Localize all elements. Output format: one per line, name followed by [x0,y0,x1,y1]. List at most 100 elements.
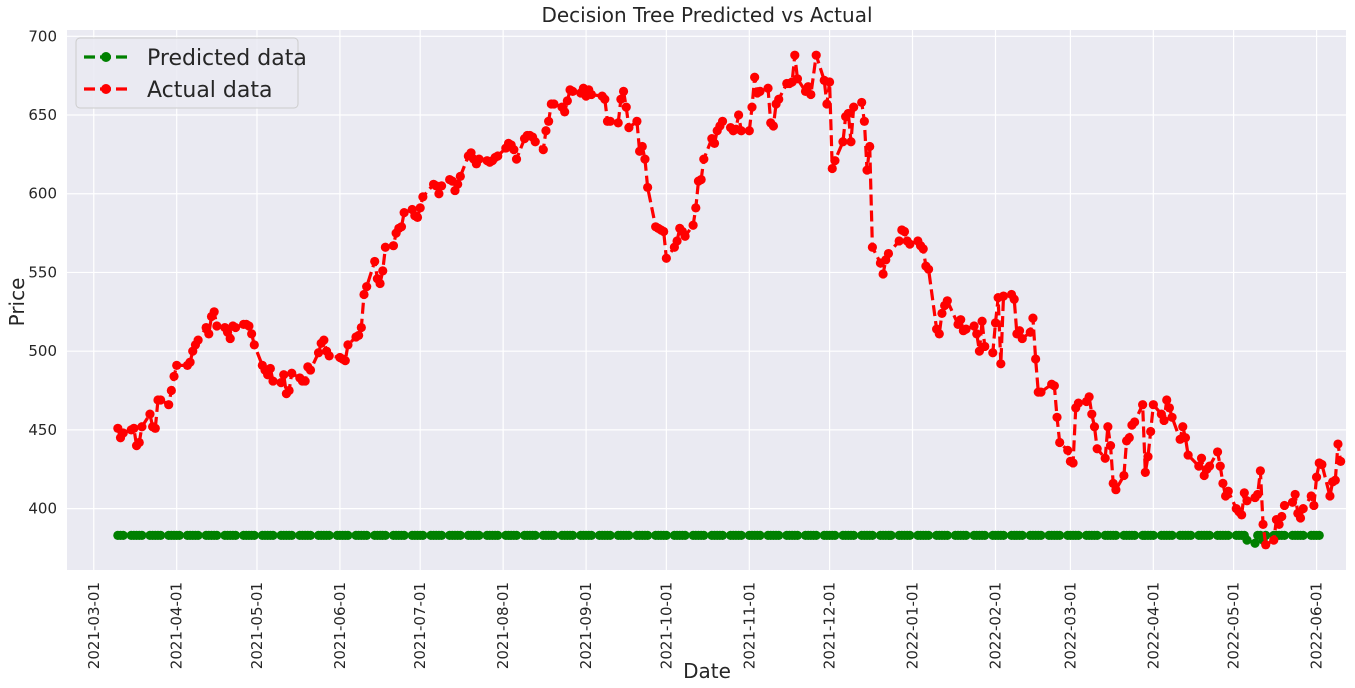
actual-point [1164,403,1174,413]
actual-point [1014,326,1025,336]
actual-point [455,171,465,182]
predicted-point [1055,530,1065,540]
x-tick-label: 2021-03-01 [85,582,103,669]
predicted-point [980,530,990,540]
predicted-point [792,530,803,540]
actual-point [1111,485,1121,495]
actual-point [1239,488,1249,498]
actual-point [509,145,519,155]
predicted-point [324,530,334,540]
actual-point [867,242,878,252]
actual-point [744,126,754,136]
actual-point [118,428,128,438]
actual-point [1223,486,1233,496]
x-tick-label: 2022-01-01 [904,582,922,669]
actual-point [415,203,425,213]
actual-point [568,86,578,96]
actual-point [1258,519,1268,529]
actual-point [493,151,503,161]
actual-point [1073,398,1084,408]
actual-point [1162,395,1172,405]
x-tick-label: 2021-08-01 [494,582,512,669]
actual-point [549,99,559,109]
actual-point [1237,510,1247,520]
actual-point [803,82,813,92]
actual-point [972,329,982,339]
actual-point [894,236,904,246]
predicted-point [474,530,484,540]
predicted-point [1148,530,1158,540]
actual-point [824,77,835,87]
actual-point [1218,478,1228,489]
actual-point [1028,313,1038,323]
actual-point [1140,467,1150,477]
actual-point [827,163,837,174]
actual-point [265,363,275,374]
predicted-point [212,530,222,540]
actual-point [1138,400,1148,410]
actual-point [613,118,623,128]
actual-point [905,239,915,249]
actual-point [980,341,990,352]
actual-point [1215,461,1225,471]
actual-point [699,154,709,164]
grid-lines [67,30,1346,570]
actual-point [562,96,572,106]
actual-point [696,174,706,185]
actual-point [1159,415,1169,426]
actual-point [1261,540,1271,550]
predicted-point [305,530,316,540]
actual-point [918,244,928,254]
x-tick-label: 2022-05-01 [1225,582,1243,669]
predicted-point [736,530,746,540]
actual-point [1180,433,1191,443]
predicted-point [1298,530,1308,540]
actual-point [185,357,195,367]
actual-point [586,89,597,100]
actual-point [388,241,399,251]
y-tick-label: 500 [28,342,57,360]
actual-point [659,226,669,237]
actual-point [811,50,821,60]
actual-point [643,182,653,193]
x-tick-label: 2021-07-01 [411,582,429,669]
predicted-point [511,530,522,540]
actual-point [453,179,463,189]
actual-point [790,50,800,60]
actual-point [605,116,615,126]
actual-point [1295,513,1306,523]
actual-point [279,370,289,380]
predicted-point [380,530,391,540]
actual-point [1084,392,1094,402]
predicted-point [399,530,409,540]
actual-point [1178,422,1188,432]
actual-point [166,385,176,396]
predicted-point [811,530,821,540]
predicted-point [1279,530,1290,540]
actual-point [1253,489,1263,500]
legend-actual-label: Actual data [147,78,272,103]
actual-point [1146,426,1156,437]
actual-point [857,97,867,108]
actual-point [883,248,894,259]
predicted-series [113,530,1324,548]
actual-point [1290,489,1300,500]
predicted-point [437,530,447,540]
actual-point [956,315,966,325]
actual-point [313,348,324,358]
actual-point [530,137,540,147]
y-tick-label: 600 [28,185,57,203]
actual-point [878,269,888,279]
actual-point [661,253,671,263]
predicted-point [1223,530,1233,540]
predicted-point [1073,530,1084,540]
actual-point [680,231,690,241]
actual-point [129,423,139,433]
actual-point [1143,452,1153,462]
actual-point [1036,387,1046,397]
actual-point [1330,475,1340,485]
predicted-point [867,530,878,540]
actual-point [934,329,944,339]
predicted-point [137,530,147,540]
actual-point [859,116,869,126]
